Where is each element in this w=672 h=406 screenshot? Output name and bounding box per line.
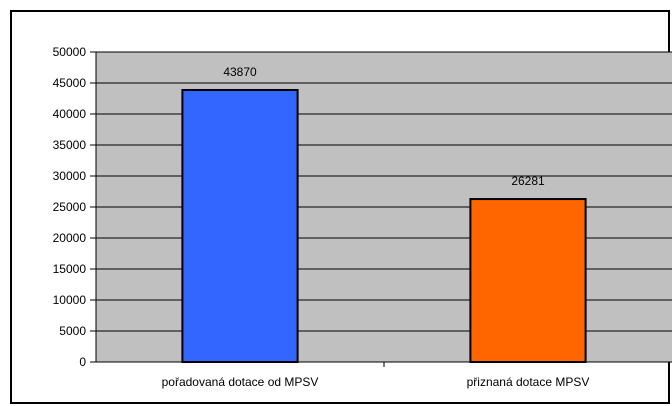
bar [181, 89, 299, 363]
y-tick-label: 25000 [53, 200, 87, 214]
y-tick-label: 5000 [59, 324, 86, 338]
bars [181, 89, 587, 363]
x-tick-label: pořadovaná dotace od MPSV [162, 375, 319, 389]
y-tick-label: 10000 [53, 293, 87, 307]
y-tick-label: 50000 [53, 45, 87, 59]
y-tick-label: 40000 [53, 107, 87, 121]
data-label: 43870 [223, 65, 257, 79]
x-axis: pořadovaná dotace od MPSV přiznaná dotace… [96, 361, 672, 389]
y-tick-label: 20000 [53, 231, 87, 245]
y-axis: 0 5000 10000 15000 20000 25000 30000 35000 40000… [53, 45, 97, 369]
bar [469, 198, 587, 363]
y-tick-label: 35000 [53, 138, 87, 152]
x-tick-label: přiznaná dotace MPSV [467, 375, 590, 389]
y-tick-label: 0 [79, 355, 86, 369]
data-labels: 43870 26281 [223, 65, 545, 188]
y-tick-label: 30000 [53, 169, 87, 183]
y-tick-label: 15000 [53, 262, 87, 276]
y-tick-label: 45000 [53, 76, 87, 90]
data-label: 26281 [511, 174, 545, 188]
